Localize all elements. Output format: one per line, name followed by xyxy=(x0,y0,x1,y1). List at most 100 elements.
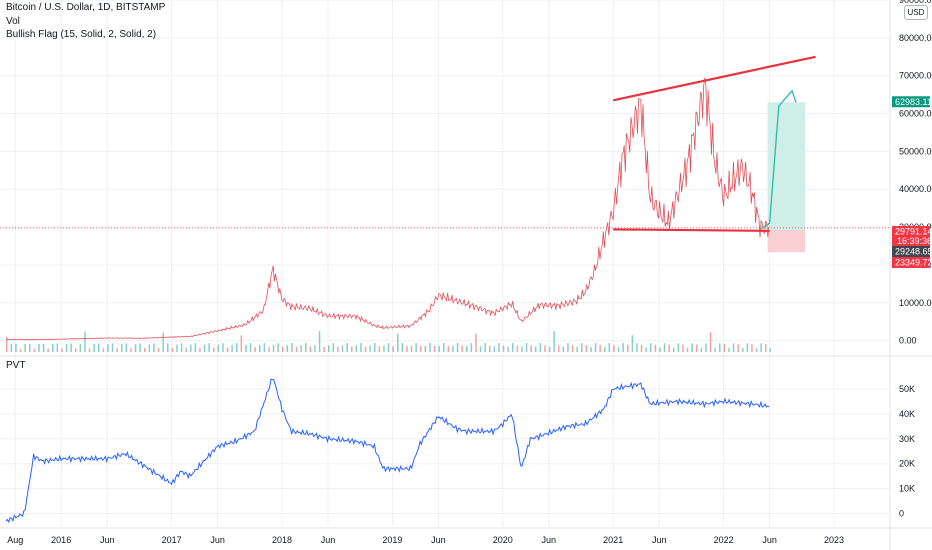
volume-bar xyxy=(585,345,588,352)
volume-bar xyxy=(240,335,243,352)
time-tick-label: Jun xyxy=(210,535,225,545)
indicator-legend[interactable]: Bullish Flag (15, Solid, 2, Solid, 2) xyxy=(6,29,157,40)
volume-bar xyxy=(429,343,431,352)
volume-bar xyxy=(102,348,105,352)
volume-bar xyxy=(516,345,519,352)
volume-bar xyxy=(144,347,146,352)
volume-bar xyxy=(291,343,293,352)
volume-bar xyxy=(728,348,730,352)
volume-bar xyxy=(337,346,339,352)
price-series xyxy=(6,77,770,341)
volume-bar xyxy=(696,344,698,352)
volume-bar xyxy=(75,348,77,352)
currency-button[interactable]: USD xyxy=(904,5,928,20)
volume-bar xyxy=(134,344,137,352)
volume-bar xyxy=(475,333,477,352)
volume-bar xyxy=(392,346,394,352)
time-tick-label: Jun xyxy=(652,535,667,545)
price-tick-label: 0.00 xyxy=(899,336,917,346)
volume-bar xyxy=(378,346,381,352)
volume-bar xyxy=(548,346,551,352)
volume-bar xyxy=(636,343,638,352)
pvt-series xyxy=(5,378,770,524)
volume-bar xyxy=(479,346,482,352)
time-tick-label: 2016 xyxy=(51,535,71,545)
volume-bar xyxy=(203,344,206,352)
volume-bar xyxy=(116,348,118,352)
volume-bar xyxy=(521,346,523,352)
volume-bar xyxy=(208,343,210,352)
volume-bar xyxy=(272,345,275,352)
volume-bar xyxy=(705,343,707,352)
volume-bar xyxy=(581,343,583,352)
volume-bar xyxy=(737,344,739,352)
target-price-tag-label: 62983.11 xyxy=(895,97,932,107)
volume-bar xyxy=(645,347,647,352)
time-tick-label: 2019 xyxy=(382,535,402,545)
pvt-line xyxy=(5,378,770,524)
volume-bar xyxy=(755,348,758,352)
volume-bar xyxy=(190,344,192,352)
volume-bar xyxy=(433,346,436,352)
volume-bar xyxy=(346,343,348,352)
pvt-legend[interactable]: PVT xyxy=(6,360,26,371)
volume-bar xyxy=(567,343,569,352)
volume-bar xyxy=(686,347,689,352)
volume-bar xyxy=(617,347,620,352)
time-tick-label: Jun xyxy=(762,535,777,545)
time-tick-label: 2020 xyxy=(493,535,513,545)
countdown-label: 16:39:36 xyxy=(897,236,932,246)
volume-bar xyxy=(213,347,215,352)
volume-bar xyxy=(631,335,634,352)
volume-bar xyxy=(199,347,201,352)
volume-bar xyxy=(277,343,279,352)
time-tick-label: 2018 xyxy=(272,535,292,545)
volume-bar xyxy=(42,343,45,352)
volume-bar xyxy=(397,333,399,352)
price-tick-label: 60000.00 xyxy=(899,109,932,119)
volume-bar xyxy=(33,348,36,352)
volume-bar xyxy=(263,343,266,352)
pvt-tick-label: 0 xyxy=(899,509,904,519)
volume-bar xyxy=(254,347,256,352)
pvt-tick-label: 50K xyxy=(899,384,915,394)
volume-bar xyxy=(507,346,509,352)
volume-bar xyxy=(15,343,17,352)
volume-bar xyxy=(6,337,8,352)
volume-bar xyxy=(236,343,238,352)
symbol-title[interactable]: Bitcoin / U.S. Dollar, 1D, BITSTAMP xyxy=(6,2,166,13)
projection-line xyxy=(760,89,797,230)
volume-bar xyxy=(599,345,601,352)
volume-bar xyxy=(742,348,744,352)
volume-bar xyxy=(217,344,220,352)
volume-bar xyxy=(185,347,187,352)
time-tick-label: Jun xyxy=(100,535,115,545)
volume-bar xyxy=(65,344,68,352)
flag-lower-line xyxy=(613,228,770,232)
volume-bar xyxy=(374,343,376,352)
volume-bar xyxy=(355,345,358,352)
volume-bar xyxy=(613,344,615,352)
volume-legend[interactable]: Vol xyxy=(6,16,20,27)
price-line xyxy=(6,77,770,341)
volume-bar xyxy=(732,343,735,352)
time-tick-label: 2022 xyxy=(714,535,734,545)
time-tick-label: 2023 xyxy=(824,535,844,545)
volume-bar xyxy=(512,343,514,352)
volume-bar xyxy=(328,345,330,352)
volume-bar xyxy=(369,345,371,352)
price-tick-label: 40000.00 xyxy=(899,184,932,194)
volume-bar xyxy=(318,331,321,352)
volume-bar xyxy=(571,345,574,352)
volume-bar xyxy=(608,343,611,352)
price-gridlines xyxy=(0,0,890,342)
time-tick-label: Jun xyxy=(431,535,446,545)
volume-bar xyxy=(663,343,666,352)
volume-bar xyxy=(714,347,716,352)
volume-bar xyxy=(176,344,178,352)
volume-bar xyxy=(401,343,404,352)
volume-bar xyxy=(226,347,229,352)
projection-path xyxy=(760,89,797,230)
